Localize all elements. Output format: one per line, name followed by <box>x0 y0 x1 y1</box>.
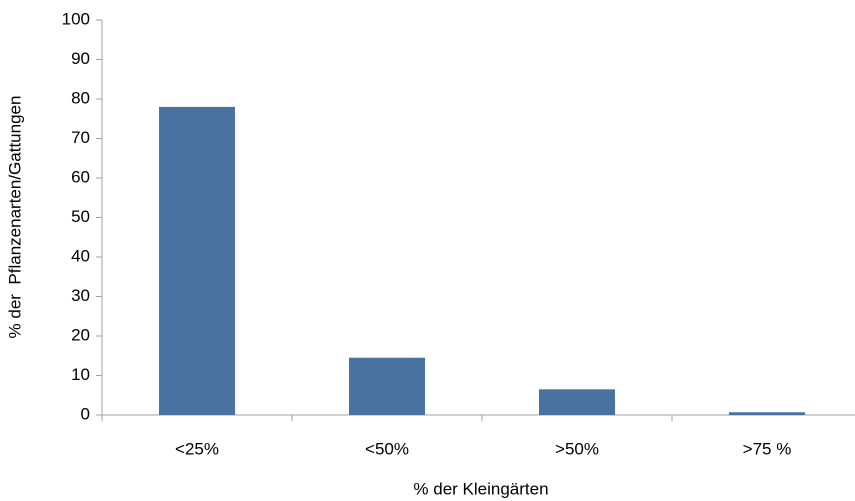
y-tick-label: 60 <box>71 167 90 186</box>
y-axis-label: % der Pflanzenarten/Gattungen <box>5 96 24 339</box>
bar <box>729 412 805 415</box>
bar <box>539 389 615 415</box>
x-tick-label: <50% <box>365 439 409 458</box>
y-tick-label: 70 <box>71 128 90 147</box>
y-tick-label: 40 <box>71 246 90 265</box>
x-tick-label: <25% <box>175 439 219 458</box>
x-tick-label: >75 % <box>743 439 792 458</box>
x-axis-label: % der Kleingärten <box>413 479 548 498</box>
y-tick-label: 30 <box>71 286 90 305</box>
y-tick-label: 100 <box>62 9 90 28</box>
y-tick-label: 10 <box>71 365 90 384</box>
x-tick-label: >50% <box>555 439 599 458</box>
y-tick-label: 80 <box>71 88 90 107</box>
y-tick-label: 90 <box>71 49 90 68</box>
bar <box>159 106 235 416</box>
bar <box>349 357 425 415</box>
y-tick-label: 0 <box>81 404 90 423</box>
y-tick-label: 50 <box>71 207 90 226</box>
y-tick-label: 20 <box>71 325 90 344</box>
